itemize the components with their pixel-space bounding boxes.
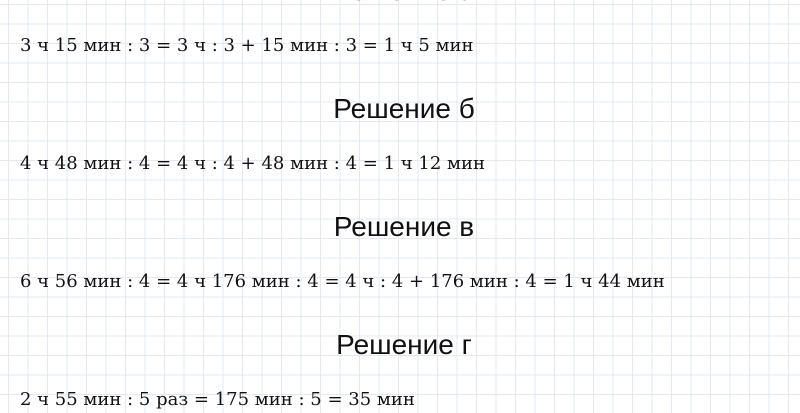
equation-line: 6 ч 56 мин : 4 = 4 ч 176 мин : 4 = 4 ч :… [20,271,665,292]
section-heading: Решение б [333,93,475,124]
section-heading: Решение в [333,211,475,242]
section-heading: Решение г [336,329,472,360]
equation-line: 3 ч 15 мин : 3 = 3 ч : 3 + 15 мин : 3 = … [20,35,474,56]
equation-line: 2 ч 55 мин : 5 раз = 175 мин : 5 = 35 ми… [20,389,415,410]
equation-line: 4 ч 48 мин : 4 = 4 ч : 4 + 48 мин : 4 = … [20,153,485,174]
section-heading: Решение а [0,0,800,8]
